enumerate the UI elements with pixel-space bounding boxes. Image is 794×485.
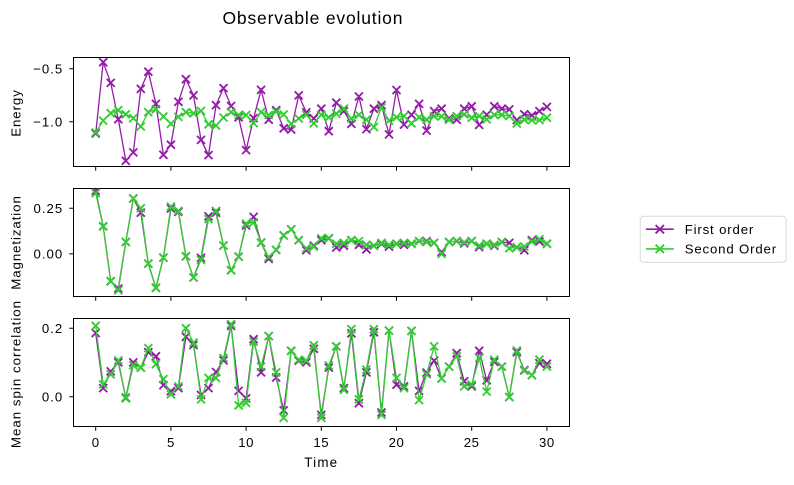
svg-text:30: 30 — [539, 435, 555, 450]
svg-text:0.25: 0.25 — [34, 201, 64, 216]
svg-text:10: 10 — [238, 435, 254, 450]
svg-text:0.0: 0.0 — [42, 389, 63, 404]
svg-text:Time: Time — [304, 455, 338, 470]
svg-text:15: 15 — [313, 435, 329, 450]
svg-text:−0.5: −0.5 — [33, 62, 63, 77]
svg-text:0.2: 0.2 — [42, 321, 63, 336]
svg-text:0.00: 0.00 — [34, 247, 64, 262]
svg-text:20: 20 — [389, 435, 405, 450]
svg-text:First order: First order — [685, 222, 754, 237]
svg-text:0: 0 — [92, 435, 100, 450]
svg-text:Magnetization: Magnetization — [9, 195, 24, 290]
svg-text:Observable evolution: Observable evolution — [222, 8, 403, 28]
svg-text:5: 5 — [167, 435, 175, 450]
svg-text:−1.0: −1.0 — [33, 114, 63, 129]
svg-text:Energy: Energy — [9, 89, 24, 137]
svg-text:25: 25 — [464, 435, 480, 450]
svg-text:Mean spin correlation: Mean spin correlation — [9, 300, 24, 448]
svg-text:Second Order: Second Order — [685, 242, 777, 257]
